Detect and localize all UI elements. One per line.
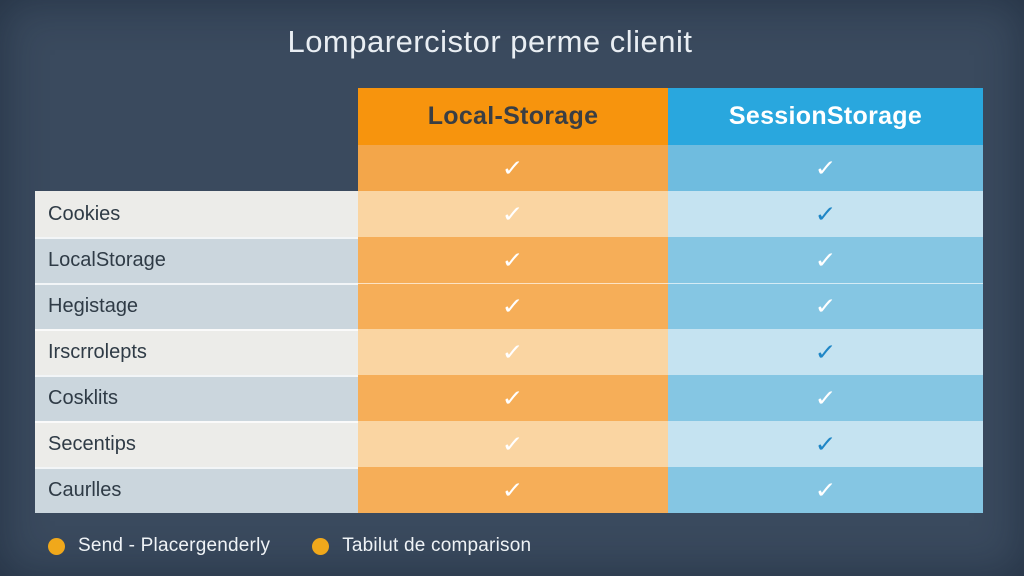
table-row: Cookies ✓ ✓	[0, 191, 1024, 237]
cell-local: ✓	[358, 375, 668, 421]
legend-item: Tabilut de comparison	[312, 535, 531, 557]
checkmark-icon: ✓	[501, 292, 525, 319]
checkmark-icon: ✓	[814, 476, 837, 503]
cell-local: ✓	[358, 191, 668, 237]
cell-session: ✓	[668, 237, 983, 283]
cell-local: ✓	[358, 329, 668, 375]
checkmark-icon: ✓	[814, 200, 837, 227]
checkmark-icon: ✓	[501, 430, 525, 457]
checkmark-icon: ✓	[501, 338, 525, 365]
row-label: Caurlles	[35, 467, 358, 513]
legend: Send - Placergenderly Tabilut de compari…	[48, 535, 531, 557]
column-header-local-storage: Local-Storage	[358, 88, 668, 145]
row-label: Secentips	[35, 421, 358, 467]
cell-local: ✓	[358, 467, 668, 513]
checkmark-icon: ✓	[501, 246, 525, 273]
bullet-dot-icon	[312, 537, 330, 555]
cell-session: ✓	[668, 145, 983, 191]
row-label: LocalStorage	[35, 237, 358, 283]
cell-session: ✓	[668, 467, 983, 513]
cell-session: ✓	[668, 329, 983, 375]
table-row: Secentips ✓ ✓	[0, 421, 1024, 467]
row-label: Irscrrolepts	[35, 329, 358, 375]
legend-label: Send - Placergenderly	[78, 535, 271, 556]
page-title: Lomparercistor perme clienit	[287, 24, 693, 59]
row-label: Hegistage	[35, 283, 358, 329]
table-row: LocalStorage ✓ ✓	[0, 237, 1024, 283]
table-row: ✓ ✓	[0, 145, 1024, 191]
row-label: Cookies	[35, 191, 358, 237]
checkmark-icon: ✓	[814, 384, 837, 411]
cell-local: ✓	[358, 145, 668, 191]
table-row: Hegistage ✓ ✓	[0, 283, 1024, 329]
legend-item: Send - Placergenderly	[48, 535, 270, 557]
checkmark-icon: ✓	[501, 384, 525, 411]
table-row: Caurlles ✓ ✓	[0, 467, 1024, 513]
table-row: Irscrrolepts ✓ ✓	[0, 329, 1024, 375]
bullet-dot-icon	[48, 537, 65, 555]
cell-session: ✓	[668, 283, 983, 329]
checkmark-icon: ✓	[814, 246, 837, 273]
checkmark-icon: ✓	[814, 292, 837, 319]
cell-local: ✓	[358, 283, 668, 329]
cell-session: ✓	[668, 191, 983, 237]
checkmark-icon: ✓	[501, 476, 525, 503]
legend-label: Tabilut de comparison	[342, 535, 532, 556]
checkmark-icon: ✓	[814, 154, 837, 181]
row-label: Cosklits	[35, 375, 358, 421]
checkmark-icon: ✓	[814, 430, 837, 457]
cell-session: ✓	[668, 375, 983, 421]
cell-local: ✓	[358, 421, 668, 467]
checkmark-icon: ✓	[814, 338, 837, 365]
checkmark-icon: ✓	[501, 154, 525, 181]
cell-session: ✓	[668, 421, 983, 467]
checkmark-icon: ✓	[501, 200, 525, 227]
column-header-session-storage: SessionStorage	[668, 88, 983, 145]
cell-local: ✓	[358, 237, 668, 283]
table-row: Cosklits ✓ ✓	[0, 375, 1024, 421]
